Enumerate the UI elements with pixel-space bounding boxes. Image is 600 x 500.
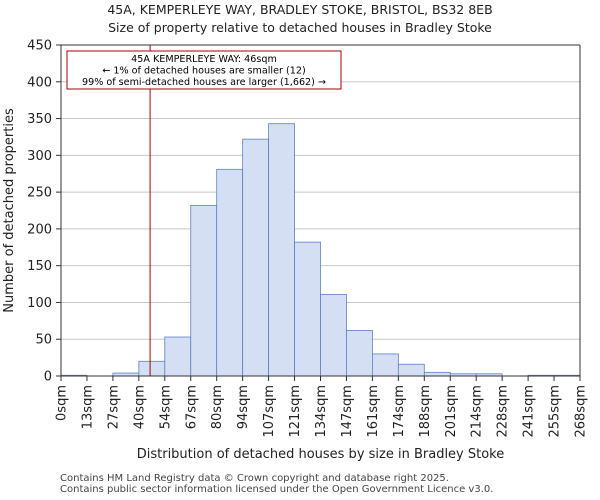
- x-tick-label: 13sqm: [80, 385, 95, 429]
- y-tick-label: 100: [27, 296, 52, 311]
- x-tick-label: 228sqm: [496, 385, 511, 438]
- footer-copyright: Contains HM Land Registry data © Crown c…: [60, 473, 449, 484]
- x-tick-label: 188sqm: [418, 385, 433, 438]
- histogram-bar: [190, 204, 218, 377]
- histogram-bar: [397, 363, 425, 377]
- annotation-line: 45A KEMPERLEYE WAY: 46sqm: [131, 54, 277, 65]
- x-tick-label: 147sqm: [340, 385, 355, 438]
- chart-subtitle: Size of property relative to detached ho…: [108, 20, 492, 35]
- chart-title: 45A, KEMPERLEYE WAY, BRADLEY STOKE, BRIS…: [107, 2, 493, 17]
- histogram-bar: [216, 168, 244, 377]
- x-tick-label: 107sqm: [262, 385, 277, 438]
- x-tick-label: 94sqm: [236, 385, 251, 429]
- x-tick-label: 161sqm: [366, 385, 381, 438]
- x-tick-label: 67sqm: [184, 385, 199, 429]
- y-tick-label: 350: [27, 112, 52, 127]
- histogram-bar: [346, 329, 373, 377]
- y-tick-label: 250: [27, 186, 52, 201]
- annotation-line: 99% of semi-detached houses are larger (…: [82, 77, 326, 88]
- x-tick-label: 174sqm: [392, 385, 407, 438]
- x-axis-title: Distribution of detached houses by size …: [137, 447, 505, 462]
- y-tick-label: 50: [35, 333, 52, 348]
- x-tick-label: 40sqm: [132, 385, 147, 429]
- x-tick-label: 268sqm: [574, 385, 589, 438]
- histogram-bar: [138, 360, 166, 377]
- annotation-box: [66, 50, 342, 90]
- histogram-bar: [242, 138, 269, 377]
- y-axis-title: Number of detached properties: [2, 108, 17, 313]
- x-tick-label: 27sqm: [106, 385, 121, 429]
- x-tick-label: 0sqm: [55, 385, 70, 421]
- histogram-bar: [164, 336, 192, 377]
- footer-licence: Contains public sector information licen…: [60, 484, 494, 495]
- histogram-bar: [294, 241, 321, 377]
- histogram-bar: [371, 353, 399, 377]
- x-tick-label: 54sqm: [158, 385, 173, 429]
- y-tick-label: 300: [27, 149, 52, 164]
- y-tick-label: 450: [27, 39, 52, 54]
- y-tick-label: 0: [44, 370, 52, 385]
- x-tick-label: 201sqm: [444, 385, 459, 438]
- y-tick-label: 200: [27, 222, 52, 237]
- y-tick-label: 400: [27, 75, 52, 90]
- annotation-line: ← 1% of detached houses are smaller (12): [102, 66, 305, 77]
- histogram-bar: [423, 371, 451, 377]
- x-tick-label: 214sqm: [470, 385, 485, 438]
- y-tick-label: 150: [27, 259, 52, 274]
- x-tick-label: 255sqm: [548, 385, 563, 438]
- histogram-bar: [320, 293, 347, 377]
- x-tick-label: 80sqm: [210, 385, 225, 429]
- histogram-bar: [268, 123, 295, 377]
- x-tick-label: 121sqm: [288, 385, 303, 438]
- x-tick-label: 134sqm: [314, 385, 329, 438]
- x-tick-label: 241sqm: [522, 385, 537, 438]
